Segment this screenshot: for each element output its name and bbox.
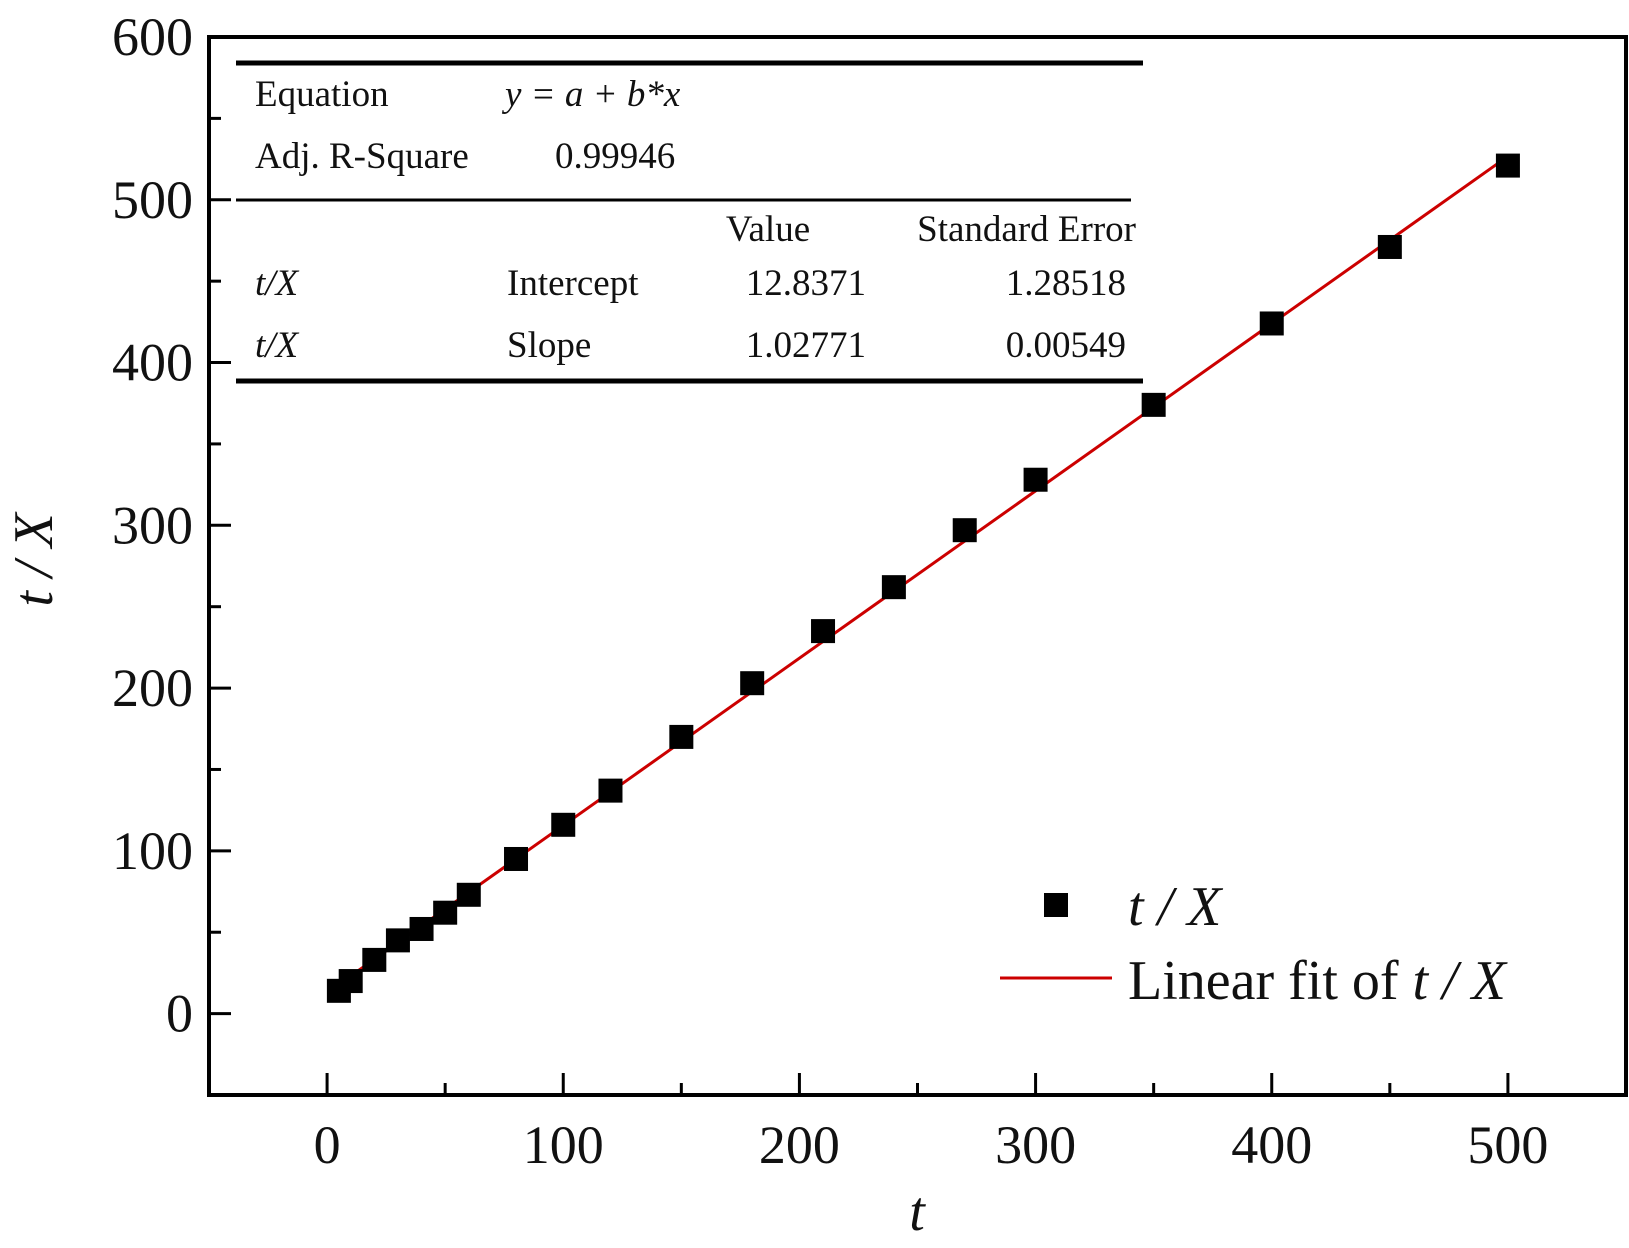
data-point (1259, 311, 1284, 336)
stats-adj-r2-label: Adj. R-Square (255, 136, 469, 177)
y-tick-label: 400 (112, 333, 193, 393)
stats-row-value: 12.8371 (746, 263, 866, 304)
marker-layer (326, 153, 1520, 1003)
data-point (598, 778, 623, 803)
data-point (1495, 153, 1520, 178)
x-tick-label: 100 (523, 1115, 604, 1175)
y-tick-label: 500 (112, 170, 193, 230)
fit-line (338, 155, 1509, 986)
stats-row-param: Slope (507, 325, 591, 366)
data-point (385, 928, 410, 953)
data-point (362, 947, 387, 972)
x-tick-label: 300 (995, 1115, 1076, 1175)
data-point (338, 969, 363, 994)
x-tick-label: 200 (759, 1115, 840, 1175)
x-tick-label: 0 (314, 1115, 341, 1175)
axis-tick-labels: 0 100 200 300 400 500 0 100 200 300 400 500 600 (112, 7, 1548, 1175)
y-tick-label: 0 (166, 984, 193, 1044)
data-point (952, 518, 977, 543)
y-tick-label: 100 (112, 821, 193, 881)
data-point (504, 846, 529, 871)
stats-value-header: Value (726, 209, 810, 250)
fit-line-layer (338, 155, 1509, 986)
data-point (409, 916, 434, 941)
legend-label-fit: Linear fit of t / X (1128, 950, 1509, 1012)
data-point (1141, 392, 1166, 417)
stats-row-se: 1.28518 (1006, 263, 1126, 304)
data-point (551, 812, 576, 837)
stats-row-name: t/X (255, 325, 300, 366)
stats-row-se: 0.00549 (1006, 325, 1126, 366)
y-tick-label: 300 (112, 495, 193, 555)
y-tick-label: 600 (112, 7, 193, 67)
x-tick-label: 400 (1231, 1115, 1312, 1175)
data-point (811, 619, 836, 644)
legend-label-scatter: t / X (1128, 876, 1224, 938)
x-axis-title: t (909, 1181, 926, 1243)
x-tick-label: 500 (1467, 1115, 1548, 1175)
data-point (433, 900, 458, 925)
stats-row-param: Intercept (507, 263, 639, 304)
data-point (456, 882, 481, 907)
stats-se-header: Standard Error (917, 209, 1136, 250)
legend: t / X Linear fit of t / X (1000, 876, 1509, 1012)
stats-table: Equation y = a + b*x Adj. R-Square 0.999… (236, 60, 1143, 384)
legend-marker-square (1044, 893, 1068, 917)
data-point (1377, 234, 1402, 259)
data-point (740, 671, 765, 696)
legend-fit-suffix: t / X (1413, 950, 1509, 1012)
y-axis-title: t / X (3, 511, 65, 607)
y-tick-label: 200 (112, 658, 193, 718)
axis-ticks (209, 116, 1510, 1095)
data-point (669, 724, 694, 749)
legend-fit-prefix: Linear fit of (1128, 950, 1413, 1012)
stats-adj-r2-value: 0.99946 (555, 136, 675, 177)
stats-row-value: 1.02771 (746, 325, 866, 366)
stats-equation-label: Equation (255, 74, 389, 115)
data-point (1023, 467, 1048, 492)
data-point (881, 575, 906, 600)
stats-row-name: t/X (255, 263, 300, 304)
stats-equation: y = a + b*x (501, 74, 681, 115)
